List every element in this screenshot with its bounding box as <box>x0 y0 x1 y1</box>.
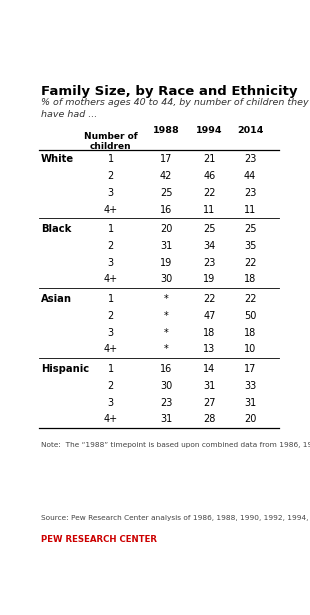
Text: 42: 42 <box>160 171 172 181</box>
Text: 17: 17 <box>244 364 256 374</box>
Text: 11: 11 <box>203 205 215 215</box>
Text: PEW RESEARCH CENTER: PEW RESEARCH CENTER <box>41 534 157 544</box>
Text: 18: 18 <box>244 274 256 285</box>
Text: Black: Black <box>41 224 72 234</box>
Text: 46: 46 <box>203 171 215 181</box>
Text: 13: 13 <box>203 344 215 354</box>
Text: 33: 33 <box>244 381 256 391</box>
Text: 11: 11 <box>244 205 256 215</box>
Text: 35: 35 <box>244 241 256 251</box>
Text: 25: 25 <box>160 188 172 198</box>
Text: *: * <box>164 328 168 338</box>
Text: 3: 3 <box>108 398 114 408</box>
Text: 2: 2 <box>108 241 114 251</box>
Text: 10: 10 <box>244 344 256 354</box>
Text: 23: 23 <box>244 154 256 164</box>
Text: 1: 1 <box>108 294 114 304</box>
Text: 1: 1 <box>108 364 114 374</box>
Text: 3: 3 <box>108 188 114 198</box>
Text: White: White <box>41 154 74 164</box>
Text: Hispanic: Hispanic <box>41 364 89 374</box>
Text: 2014: 2014 <box>237 126 264 135</box>
Text: 25: 25 <box>244 224 256 234</box>
Text: 23: 23 <box>160 398 172 408</box>
Text: 19: 19 <box>160 258 172 268</box>
Text: 21: 21 <box>203 154 215 164</box>
Text: 31: 31 <box>244 398 256 408</box>
Text: 18: 18 <box>244 328 256 338</box>
Text: 22: 22 <box>203 294 215 304</box>
Text: 1994: 1994 <box>196 126 223 135</box>
Text: 31: 31 <box>203 381 215 391</box>
Text: 17: 17 <box>160 154 172 164</box>
Text: 28: 28 <box>203 415 215 424</box>
Text: 19: 19 <box>203 274 215 285</box>
Text: 20: 20 <box>160 224 172 234</box>
Text: 1: 1 <box>108 154 114 164</box>
Text: 25: 25 <box>203 224 215 234</box>
Text: % of mothers ages 40 to 44, by number of children they
have had ...: % of mothers ages 40 to 44, by number of… <box>41 98 309 119</box>
Text: 4+: 4+ <box>104 274 118 285</box>
Text: 16: 16 <box>160 205 172 215</box>
Text: 22: 22 <box>244 258 256 268</box>
Text: 1988: 1988 <box>153 126 179 135</box>
Text: Note:  The “1988” timepoint is based upon combined data from 1986, 1988, and 199: Note: The “1988” timepoint is based upon… <box>41 442 310 448</box>
Text: 22: 22 <box>203 188 215 198</box>
Text: Family Size, by Race and Ethnicity: Family Size, by Race and Ethnicity <box>41 85 298 98</box>
Text: 30: 30 <box>160 274 172 285</box>
Text: 23: 23 <box>203 258 215 268</box>
Text: 22: 22 <box>244 294 256 304</box>
Text: 34: 34 <box>203 241 215 251</box>
Text: 3: 3 <box>108 328 114 338</box>
Text: *: * <box>164 294 168 304</box>
Text: *: * <box>164 344 168 354</box>
Text: 3: 3 <box>108 258 114 268</box>
Text: 2: 2 <box>108 381 114 391</box>
Text: 30: 30 <box>160 381 172 391</box>
Text: 1: 1 <box>108 224 114 234</box>
Text: 31: 31 <box>160 415 172 424</box>
Text: 18: 18 <box>203 328 215 338</box>
Text: 44: 44 <box>244 171 256 181</box>
Text: 4+: 4+ <box>104 205 118 215</box>
Text: 4+: 4+ <box>104 415 118 424</box>
Text: 23: 23 <box>244 188 256 198</box>
Text: 47: 47 <box>203 311 215 321</box>
Text: *: * <box>164 311 168 321</box>
Text: 2: 2 <box>108 171 114 181</box>
Text: Number of
children: Number of children <box>84 132 138 151</box>
Text: 4+: 4+ <box>104 344 118 354</box>
Text: 16: 16 <box>160 364 172 374</box>
Text: 2: 2 <box>108 311 114 321</box>
Text: 27: 27 <box>203 398 215 408</box>
Text: 14: 14 <box>203 364 215 374</box>
Text: 20: 20 <box>244 415 256 424</box>
Text: Asian: Asian <box>41 294 72 304</box>
Text: Source: Pew Research Center analysis of 1986, 1988, 1990, 1992, 1994, 1995, 2012: Source: Pew Research Center analysis of … <box>41 515 310 521</box>
Text: 31: 31 <box>160 241 172 251</box>
Text: 50: 50 <box>244 311 256 321</box>
